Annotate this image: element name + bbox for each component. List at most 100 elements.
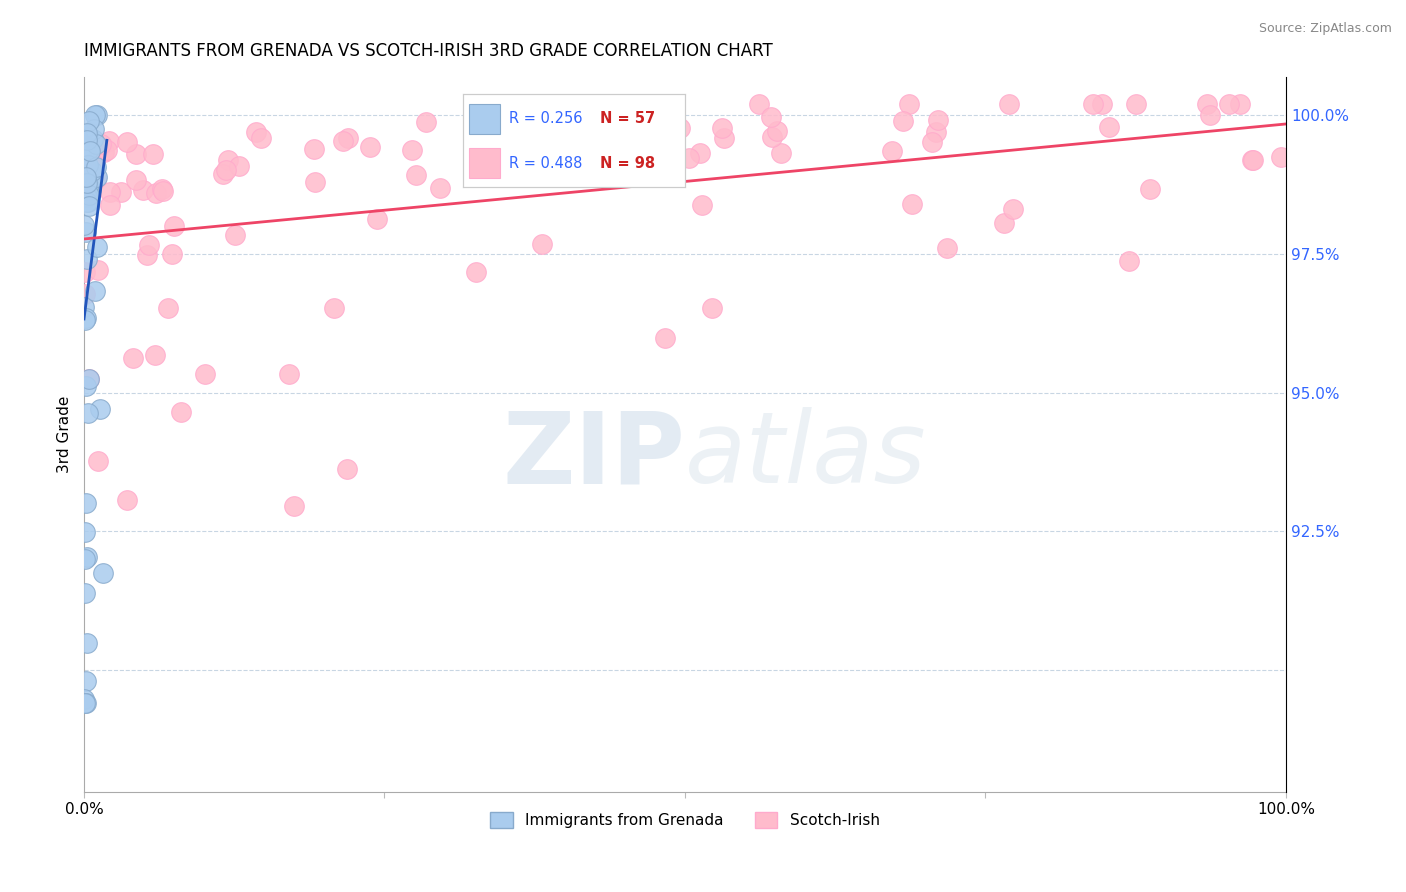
Point	[925, 126, 948, 140]
Point	[77, 195, 100, 210]
Point	[761, 110, 783, 124]
Point	[145, 186, 167, 201]
Text: atlas: atlas	[685, 408, 927, 504]
Point	[82, 155, 104, 169]
Point	[77, 372, 100, 386]
Point	[75, 265, 97, 279]
Point	[90, 138, 112, 153]
Point	[84, 108, 107, 122]
Point	[935, 241, 957, 255]
Point	[125, 147, 148, 161]
Point	[91, 566, 114, 580]
Point	[86, 240, 108, 254]
Point	[79, 177, 101, 191]
Point	[136, 248, 159, 262]
Point	[76, 186, 98, 200]
Point	[245, 125, 267, 139]
Point	[1229, 97, 1251, 112]
Point	[75, 187, 97, 202]
Point	[76, 549, 98, 564]
Point	[748, 97, 770, 112]
Point	[880, 145, 903, 159]
Point	[75, 169, 97, 183]
Text: Source: ZipAtlas.com: Source: ZipAtlas.com	[1258, 22, 1392, 36]
Point	[277, 367, 299, 381]
Point	[997, 97, 1019, 112]
Point	[143, 348, 166, 362]
Point	[1125, 97, 1147, 112]
Point	[1091, 97, 1114, 112]
Point	[761, 129, 783, 144]
Point	[76, 126, 98, 140]
Point	[93, 145, 115, 160]
Point	[75, 169, 97, 184]
Point	[77, 142, 100, 156]
Point	[336, 462, 359, 476]
Point	[211, 167, 233, 181]
Point	[83, 122, 105, 136]
Point	[75, 141, 97, 155]
Point	[565, 109, 588, 123]
Point	[90, 137, 112, 152]
Point	[711, 121, 734, 136]
Point	[669, 121, 692, 136]
Point	[115, 135, 138, 149]
Point	[76, 180, 98, 194]
Point	[75, 311, 97, 326]
Point	[77, 406, 100, 420]
Point	[75, 379, 97, 393]
Point	[73, 139, 96, 153]
Point	[75, 696, 97, 710]
Point	[505, 133, 527, 147]
Point	[77, 143, 100, 157]
Point	[73, 525, 96, 540]
Point	[98, 185, 121, 199]
Point	[77, 114, 100, 128]
Point	[921, 136, 943, 150]
Point	[578, 146, 600, 161]
Point	[73, 144, 96, 158]
Point	[75, 225, 97, 239]
Point	[115, 493, 138, 508]
Point	[142, 146, 165, 161]
Point	[332, 134, 354, 148]
Point	[766, 124, 789, 138]
Point	[1098, 120, 1121, 134]
Point	[73, 552, 96, 566]
Point	[898, 97, 921, 112]
Point	[86, 170, 108, 185]
Point	[1197, 97, 1219, 112]
Point	[700, 301, 723, 315]
Point	[891, 114, 914, 128]
Point	[678, 151, 700, 165]
Point	[87, 263, 110, 277]
Point	[689, 146, 711, 161]
Point	[1118, 254, 1140, 268]
Point	[654, 330, 676, 344]
Point	[77, 199, 100, 213]
Text: IMMIGRANTS FROM GRENADA VS SCOTCH-IRISH 3RD GRADE CORRELATION CHART: IMMIGRANTS FROM GRENADA VS SCOTCH-IRISH …	[84, 42, 773, 60]
Point	[89, 401, 111, 416]
Point	[218, 153, 240, 167]
Point	[73, 219, 96, 233]
Point	[96, 143, 118, 157]
Point	[152, 184, 174, 198]
Point	[927, 113, 949, 128]
Point	[713, 130, 735, 145]
Point	[122, 351, 145, 365]
Point	[76, 252, 98, 266]
Point	[993, 216, 1015, 230]
Point	[1241, 153, 1264, 167]
Point	[86, 172, 108, 186]
Point	[160, 246, 183, 260]
Point	[170, 405, 193, 419]
Point	[79, 187, 101, 202]
Point	[228, 159, 250, 173]
Point	[75, 496, 97, 510]
Point	[138, 237, 160, 252]
Point	[900, 196, 922, 211]
Point	[150, 181, 173, 195]
Point	[83, 284, 105, 298]
Point	[337, 131, 360, 145]
Point	[86, 136, 108, 151]
